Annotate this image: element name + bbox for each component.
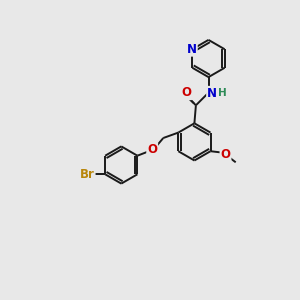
Text: N: N: [187, 43, 197, 56]
Text: O: O: [181, 86, 191, 99]
Text: H: H: [218, 88, 226, 98]
Text: Br: Br: [80, 168, 94, 181]
Text: O: O: [220, 148, 230, 161]
Text: N: N: [207, 87, 217, 100]
Text: O: O: [147, 143, 157, 156]
